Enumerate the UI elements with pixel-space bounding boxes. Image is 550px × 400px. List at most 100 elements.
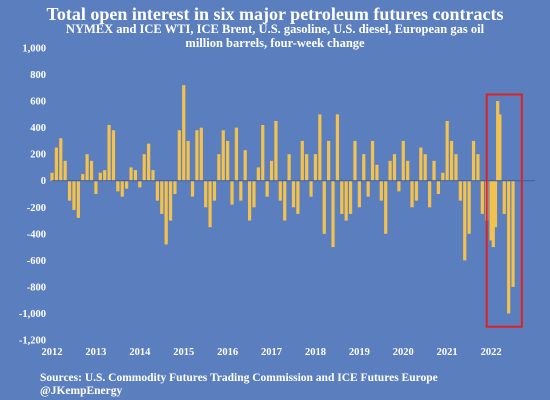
- bar: [221, 130, 225, 181]
- y-tick-label: 800: [30, 70, 46, 81]
- chart-subtitle-line-1: NYMEX and ICE WTI, ICE Brent, U.S. gasol…: [65, 22, 485, 36]
- bar: [204, 180, 208, 208]
- bar: [476, 154, 480, 181]
- bar: [261, 124, 265, 181]
- bar: [116, 180, 120, 192]
- bar: [89, 160, 94, 181]
- y-tick-label: 0: [41, 176, 46, 187]
- x-tick-label: 2017: [261, 347, 282, 358]
- x-tick-label: 2021: [437, 347, 458, 358]
- bar: [107, 124, 111, 181]
- sources-note: Sources: U.S. Commodity Futures Trading …: [40, 372, 438, 384]
- bar: [388, 160, 392, 181]
- bar: [300, 140, 304, 181]
- bar: [419, 147, 423, 181]
- bar: [173, 180, 177, 194]
- x-tick-label: 2018: [305, 347, 326, 358]
- bar: [296, 180, 300, 214]
- bar: [344, 180, 348, 221]
- bar: [322, 180, 326, 234]
- bar: [142, 154, 146, 181]
- bar: [283, 180, 287, 221]
- bar: [160, 180, 164, 214]
- bar: [67, 180, 72, 201]
- bar: [463, 180, 467, 261]
- bar: [375, 164, 379, 181]
- bar: [353, 140, 357, 181]
- bar: [208, 180, 212, 228]
- y-tick-label: 200: [30, 150, 46, 161]
- bar: [212, 180, 217, 201]
- bar: [265, 180, 269, 197]
- bar: [370, 140, 375, 181]
- chart-subtitle-line-2: million barrels, four-week change: [185, 36, 365, 50]
- bar: [445, 121, 449, 181]
- y-tick-label: -200: [27, 203, 46, 214]
- bar: [340, 180, 344, 214]
- bar: [406, 160, 410, 181]
- bar: [151, 170, 155, 181]
- bar: [511, 180, 515, 287]
- bar: [247, 180, 252, 221]
- bar: [327, 140, 331, 181]
- bar: [98, 172, 102, 181]
- bar: [379, 180, 383, 201]
- bar: [454, 154, 458, 181]
- bar: [491, 180, 495, 248]
- bar: [76, 180, 80, 218]
- y-tick-label: 400: [30, 123, 46, 134]
- bar: [81, 174, 85, 181]
- x-tick-label: 2014: [129, 347, 151, 358]
- bar: [243, 150, 247, 181]
- bar: [507, 180, 511, 314]
- bar: [252, 180, 256, 208]
- x-tick-label: 2016: [217, 347, 238, 358]
- bar: [94, 180, 98, 194]
- bar: [384, 180, 388, 234]
- bar: [291, 180, 296, 208]
- bar: [72, 180, 76, 210]
- sources-text: Sources: U.S. Commodity Futures Trading …: [40, 372, 438, 384]
- bar: [449, 140, 454, 181]
- bar: [59, 138, 63, 181]
- bar: [269, 160, 274, 181]
- chart-title: Total open interest in six major petrole…: [46, 4, 504, 24]
- bar: [436, 180, 440, 194]
- bar: [230, 180, 234, 205]
- bar: [186, 140, 190, 181]
- bar: [458, 180, 462, 201]
- bar: [502, 180, 506, 214]
- bar: [318, 114, 322, 181]
- bar: [432, 160, 436, 181]
- y-tick-label: -1,000: [19, 309, 46, 320]
- bar: [177, 130, 181, 181]
- bar: [199, 127, 203, 181]
- bar: [217, 154, 221, 181]
- x-tick-label: 2013: [85, 347, 106, 358]
- bar: [239, 180, 243, 201]
- bar: [195, 130, 199, 181]
- x-tick-label: 2020: [393, 347, 414, 358]
- bar: [226, 140, 230, 181]
- bar: [305, 154, 309, 181]
- y-tick-label: -600: [27, 256, 46, 267]
- bar: [287, 154, 291, 181]
- x-tick-label: 2015: [173, 347, 194, 358]
- author-handle-text: @JKempEnergy: [40, 385, 123, 397]
- bar: [366, 180, 370, 197]
- y-tick-label: -800: [27, 282, 46, 293]
- x-tick-label: 2012: [42, 347, 63, 358]
- bar: [496, 101, 500, 181]
- bar: [467, 180, 471, 234]
- author-handle: @JKempEnergy: [40, 385, 122, 397]
- y-tick-label: -1,200: [19, 336, 46, 347]
- y-tick-label: 600: [30, 97, 46, 108]
- bar: [498, 114, 502, 181]
- bar: [147, 143, 151, 181]
- bar: [357, 180, 361, 208]
- bar: [489, 180, 493, 241]
- bar: [138, 180, 142, 188]
- bar: [410, 180, 414, 208]
- bar: [274, 121, 278, 181]
